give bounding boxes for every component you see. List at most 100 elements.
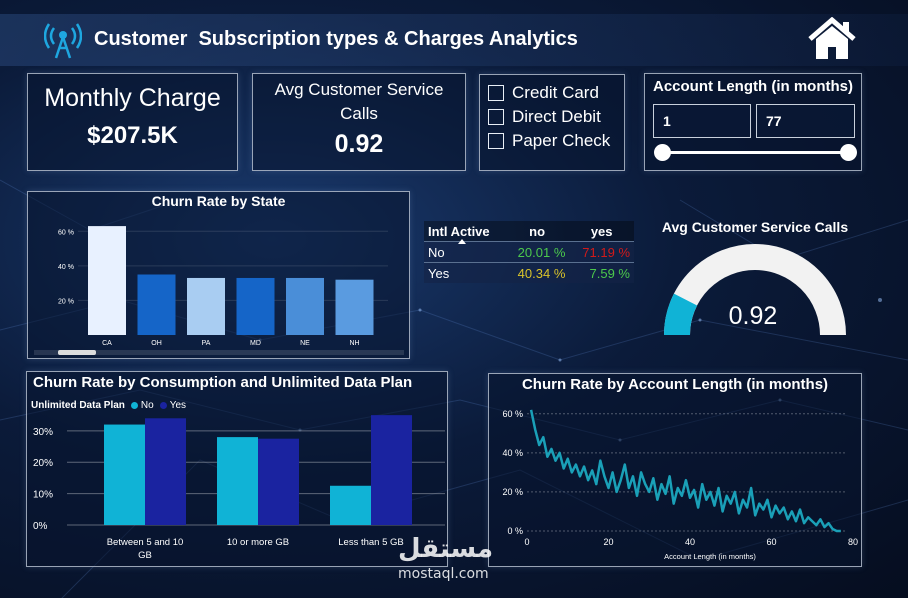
monthly-charge-value: $207.5K <box>87 122 178 149</box>
y-tick-label: 30% <box>33 427 53 438</box>
matrix-header-intl: Intl Active <box>428 223 490 239</box>
credit-card-option[interactable]: Credit Card <box>488 81 624 105</box>
slider-handle-max[interactable] <box>840 144 857 161</box>
churn-by-consumption-chart: 30% 20% 10% 0% Between 5 and 10 GB 10 or more … <box>33 415 445 561</box>
legend-dot-no <box>130 402 138 409</box>
avg-calls-card: Avg Customer Service Calls 0.92 <box>252 73 466 171</box>
y-tick-label: 60 % <box>58 229 74 236</box>
legend-dot-yes <box>159 402 167 409</box>
matrix-header-yes: yes <box>590 223 613 239</box>
churn-by-state-title: Churn Rate by State <box>151 193 286 209</box>
account-length-min-value: 1 <box>663 113 671 129</box>
x-tick-label: 60 <box>766 537 776 547</box>
x-tick-label: PA <box>202 340 211 347</box>
matrix-cell: 20.01 % <box>517 244 566 260</box>
checkbox-icon[interactable] <box>488 133 504 149</box>
watermark-latin: mostaql.com <box>398 566 489 582</box>
wifi-antenna-icon <box>43 20 83 60</box>
sort-arrow-icon <box>458 239 466 244</box>
slider-handle-min[interactable] <box>654 144 671 161</box>
churn-by-account-length-panel: Churn Rate by Account Length (in months)… <box>488 373 862 567</box>
matrix-row-label: Yes <box>428 265 450 281</box>
legend-label-no: No <box>140 400 154 411</box>
account-length-max-input[interactable]: 77 <box>756 104 855 138</box>
bar <box>137 274 176 335</box>
account-length-label: Account Length (in months) <box>653 78 853 95</box>
legend-title: Unlimited Data Plan <box>31 400 125 411</box>
slider-track[interactable] <box>663 151 849 154</box>
bar <box>335 279 374 335</box>
y-tick-label: 60 % <box>502 409 523 419</box>
bar <box>236 277 275 335</box>
gauge-title: Avg Customer Service Calls <box>661 219 849 235</box>
bar <box>286 277 324 335</box>
credit-card-label: Credit Card <box>512 83 599 102</box>
bar-yes <box>371 415 412 525</box>
account-length-max-value: 77 <box>766 113 782 129</box>
y-tick-label: 20 % <box>502 487 523 497</box>
x-tick-label: NE <box>300 340 310 347</box>
x-tick-label: 10 or more GB <box>227 537 289 548</box>
matrix-row-label: No <box>428 244 445 260</box>
matrix-header-no: no <box>529 223 546 239</box>
y-tick-label: 40 % <box>58 264 74 271</box>
consumption-legend: Unlimited Data Plan No Yes <box>31 400 186 411</box>
gauge-value: 0.92 <box>728 302 778 330</box>
payment-method-slicer: Credit Card Direct Debit Paper Check <box>479 74 625 171</box>
y-tick-label: 0 % <box>507 526 523 536</box>
churn-by-consumption-panel: Churn Rate by Consumption and Unlimited … <box>26 371 448 567</box>
x-tick-label: 40 <box>685 537 695 547</box>
checkbox-icon[interactable] <box>488 109 504 125</box>
x-tick-label: 80 <box>848 537 858 547</box>
bar-no <box>330 485 371 525</box>
avg-calls-value: 0.92 <box>334 130 384 158</box>
churn-by-account-length-title: Churn Rate by Account Length (in months) <box>521 376 829 393</box>
x-axis-label: Account Length (in months) <box>664 552 756 561</box>
matrix-cell: 7.59 % <box>589 265 630 281</box>
x-tick-label: CA <box>102 340 112 347</box>
y-tick-label: 0% <box>33 521 48 532</box>
monthly-charge-label: Monthly Charge <box>44 84 221 112</box>
x-tick-label: Less than 5 GB <box>338 537 403 548</box>
x-tick-label: 20 <box>603 537 613 547</box>
home-icon[interactable] <box>806 16 858 61</box>
x-tick-label: GB <box>138 550 152 561</box>
y-tick-label: 20% <box>33 458 53 469</box>
scrollbar-track <box>34 350 404 355</box>
bar-no <box>104 424 145 525</box>
bar <box>187 277 225 335</box>
header-bar <box>0 14 908 66</box>
series-line <box>529 409 841 533</box>
monthly-charge-card: Monthly Charge $207.5K <box>27 73 238 171</box>
paper-check-option[interactable]: Paper Check <box>488 129 624 153</box>
account-length-slicer: Account Length (in months) 1 77 <box>644 73 862 171</box>
gauge-fill <box>664 293 698 336</box>
bar <box>88 226 126 335</box>
bar-no <box>217 437 258 525</box>
avg-calls-label-line2: Calls <box>340 104 378 123</box>
matrix-cell: 40.34 % <box>517 265 566 281</box>
page-title: Customer Subscription types & Charges An… <box>94 28 578 50</box>
matrix-cell: 71.19 % <box>582 244 630 260</box>
direct-debit-option[interactable]: Direct Debit <box>488 105 624 129</box>
x-tick-label: 0 <box>524 537 529 547</box>
churn-by-account-length-chart: 0 % 20 % 40 % 60 % 0 20 40 60 80 Account Length (… <box>502 409 858 561</box>
direct-debit-label: Direct Debit <box>512 107 601 126</box>
churn-by-consumption-title: Churn Rate by Consumption and Unlimited … <box>33 374 413 391</box>
churn-by-state-panel: Churn Rate by State 60 % 40 % 20 % CA OH PA MD… <box>27 191 410 359</box>
scrollbar-thumb <box>58 350 96 355</box>
paper-check-label: Paper Check <box>512 131 611 150</box>
watermark-arabic: مستقل <box>398 534 494 564</box>
avg-calls-label-line1: Avg Customer Service <box>274 80 444 99</box>
x-tick-label: NH <box>349 340 359 347</box>
account-length-min-input[interactable]: 1 <box>653 104 751 138</box>
bar-yes <box>258 438 299 525</box>
y-tick-label: 10% <box>33 490 53 501</box>
x-tick-label: Between 5 and 10 <box>107 537 184 548</box>
avg-calls-gauge <box>664 244 846 336</box>
churn-by-state-chart: 60 % 40 % 20 % CA OH PA MD NE NH <box>34 226 404 355</box>
checkbox-icon[interactable] <box>488 85 504 101</box>
x-tick-label: MD <box>250 340 261 347</box>
y-tick-label: 40 % <box>502 448 523 458</box>
x-tick-label: OH <box>151 340 162 347</box>
